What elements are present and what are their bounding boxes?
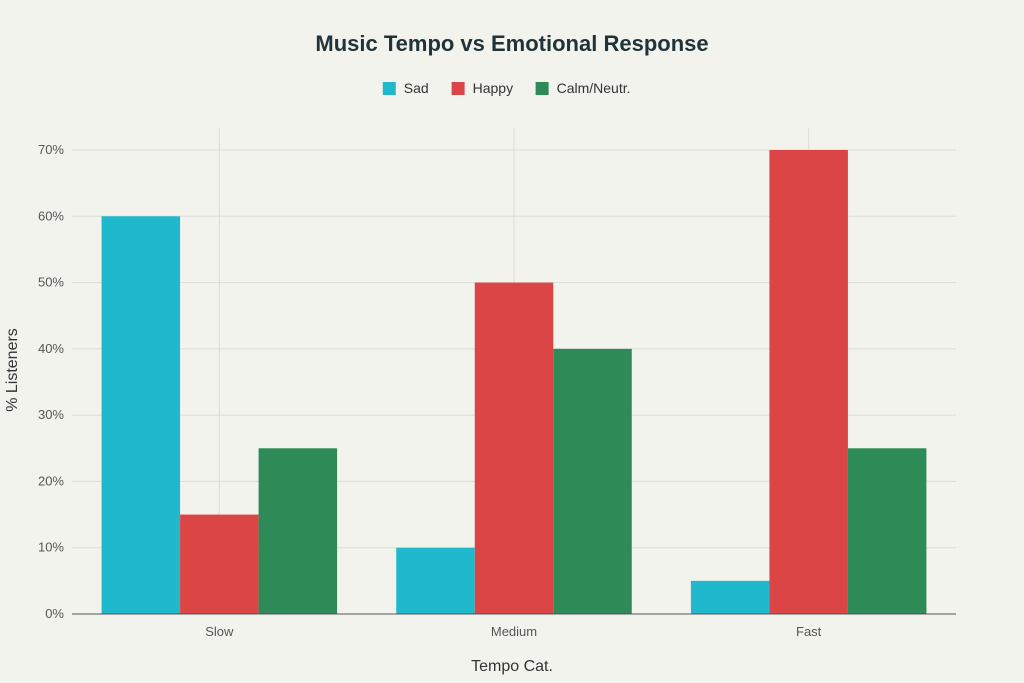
y-tick-label: 60%: [38, 208, 64, 223]
x-tick-label-fast: Fast: [796, 624, 822, 639]
y-tick-label: 30%: [38, 407, 64, 422]
legend-swatch-sad: [382, 82, 396, 95]
bar-slow-sad: [101, 216, 181, 615]
bar-medium-sad: [396, 547, 475, 614]
bar-fast-calm-neutr: [847, 448, 927, 614]
bar-medium-calm-neutr: [553, 348, 632, 614]
bar-fast-sad: [690, 580, 770, 614]
y-tick-label: 0%: [45, 606, 64, 621]
bars: [101, 150, 927, 615]
y-tick-label: 70%: [38, 142, 64, 157]
legend-label-sad: Sad: [404, 80, 429, 96]
legend: Sad Happy Calm/Neutr.: [382, 80, 631, 96]
bar-slow-calm-neutr: [258, 448, 338, 614]
x-tick-label-slow: Slow: [205, 624, 234, 639]
y-tick-label: 10%: [38, 540, 64, 555]
axes: 0% 10% 20% 30% 40% 50% 60% 70% Slow Medium Fast: [38, 142, 956, 639]
bar-slow-happy: [180, 514, 259, 614]
legend-label-calm-neutr: Calm/Neutr.: [557, 80, 631, 96]
bar-medium-happy: [474, 282, 554, 614]
y-tick-label: 20%: [38, 473, 64, 488]
legend-swatch-calm-neutr: [535, 82, 549, 95]
y-tick-label: 40%: [38, 341, 64, 356]
y-axis-title: % Listeners: [4, 328, 21, 412]
bar-fast-happy: [769, 150, 848, 614]
y-tick-label: 50%: [38, 275, 64, 290]
x-tick-label-medium: Medium: [491, 624, 537, 639]
legend-swatch-happy: [451, 82, 465, 95]
chart-title: Music Tempo vs Emotional Response: [315, 31, 708, 56]
legend-label-happy: Happy: [473, 80, 513, 96]
x-axis-title: Tempo Cat.: [471, 658, 553, 675]
